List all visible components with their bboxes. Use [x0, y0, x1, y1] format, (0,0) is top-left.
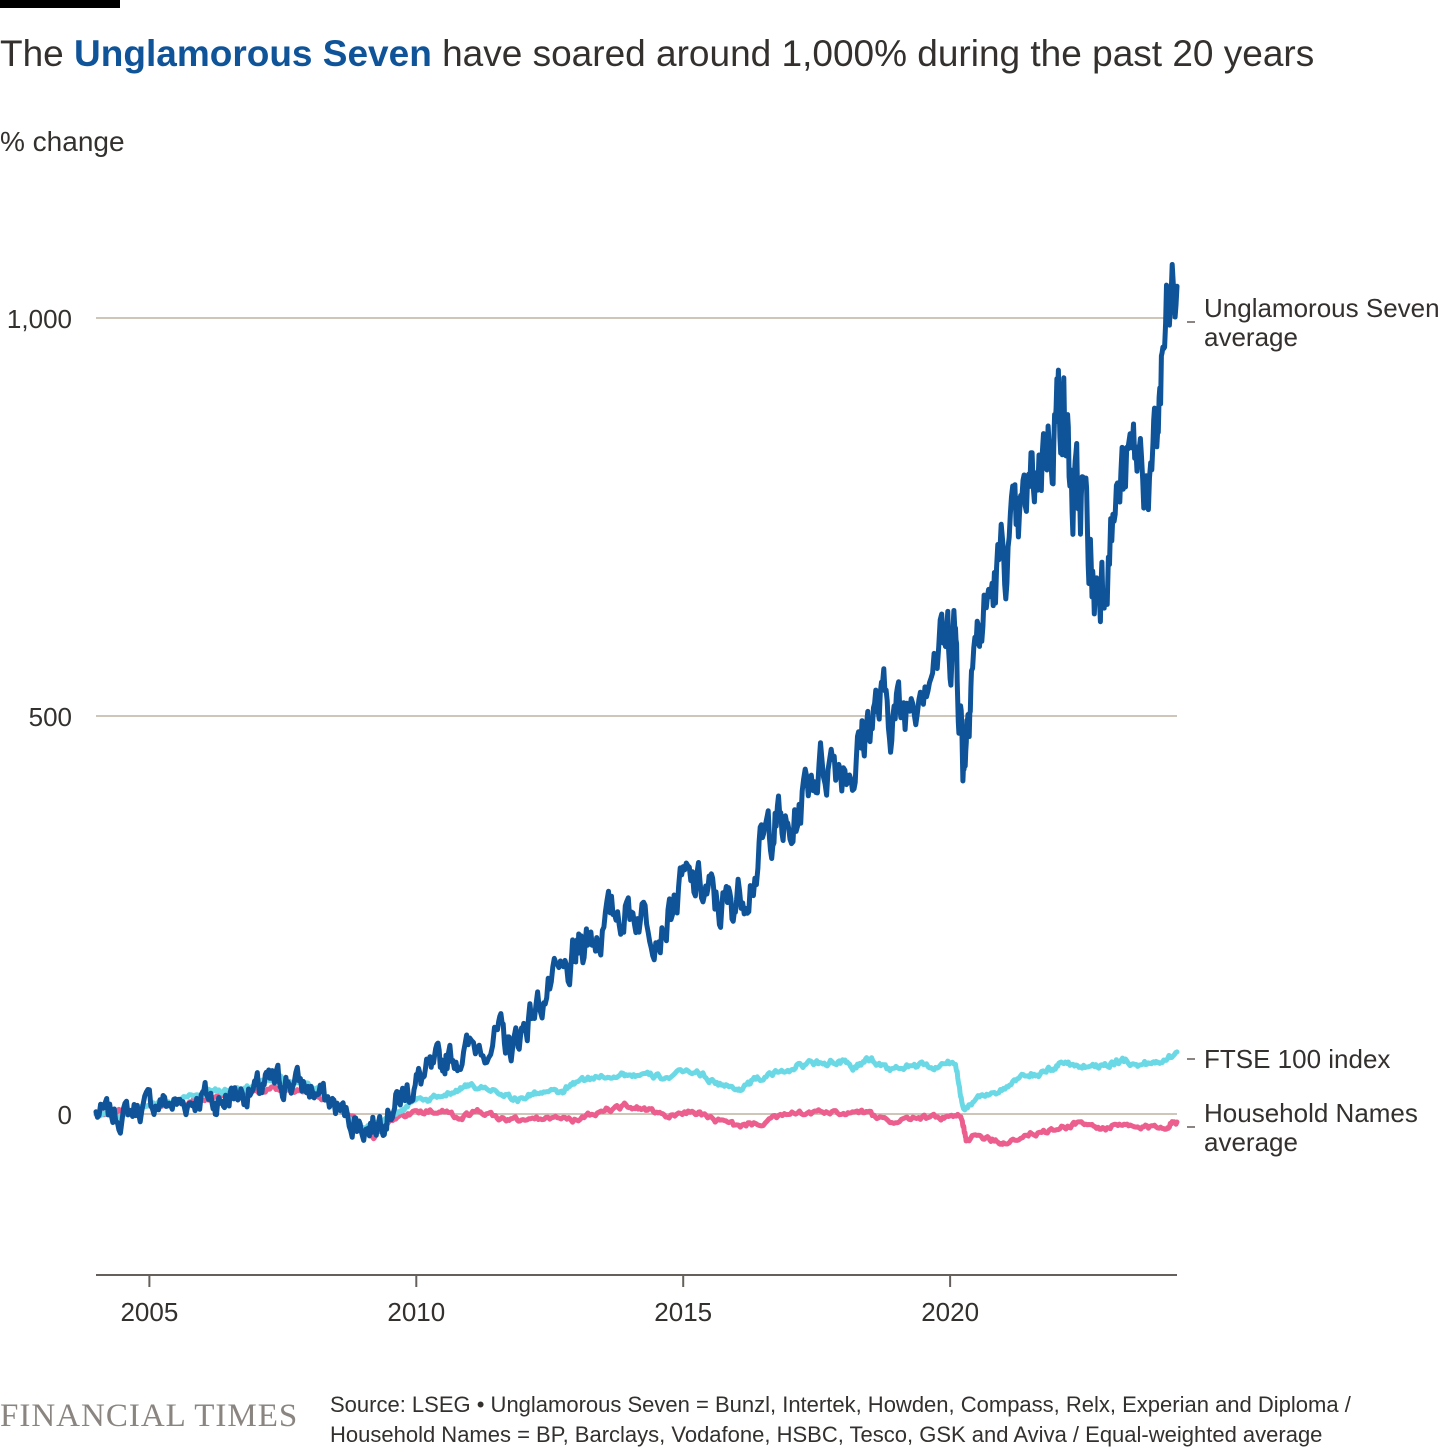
source-note: Source: LSEG • Unglamorous Seven = Bunzl…	[330, 1390, 1440, 1450]
y-axis-unit-label: % change	[0, 126, 125, 157]
series-label-unglamorous-seven-average-line-1: Unglamorous Seven	[1204, 293, 1440, 323]
title-prefix: The	[0, 33, 75, 74]
series-line-household-names-average	[93, 1083, 1180, 1147]
x-tick-label-2005: 2005	[120, 1297, 178, 1327]
x-tick-label-2010: 2010	[387, 1297, 445, 1327]
series-label-ftse-100-index: FTSE 100 index	[1204, 1044, 1390, 1074]
x-tick-label-2020: 2020	[921, 1297, 979, 1327]
series-label-unglamorous-seven-average-line-2: average	[1204, 322, 1298, 352]
source-line-2: Household Names = BP, Barclays, Vodafone…	[330, 1422, 1323, 1447]
ft-brand-logo: FINANCIAL TIMES	[0, 1398, 299, 1434]
y-tick-label-500: 500	[29, 702, 72, 732]
series-label-household-names-average-line-1: Household Names	[1204, 1098, 1418, 1128]
series-line-unglamorous-seven-average	[93, 262, 1180, 1143]
top-accent-bar	[0, 0, 120, 8]
title-highlight: Unglamorous Seven	[74, 33, 432, 74]
source-line-1: Source: LSEG • Unglamorous Seven = Bunzl…	[330, 1392, 1351, 1417]
title-suffix: have soared around 1,000% during the pas…	[431, 33, 1315, 74]
series-label-household-names-average-line-2: average	[1204, 1127, 1298, 1157]
y-tick-label-0: 0	[58, 1100, 72, 1130]
y-tick-label-1000: 1,000	[7, 304, 72, 334]
x-tick-label-2015: 2015	[654, 1297, 712, 1327]
chart-title: The Unglamorous Seven have soared around…	[0, 30, 1440, 78]
